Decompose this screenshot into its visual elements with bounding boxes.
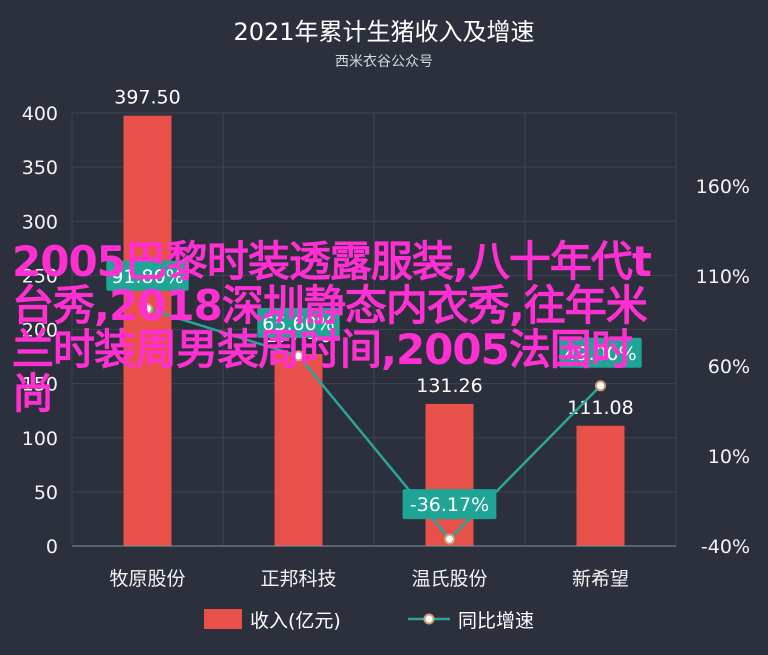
bar-value-label: 131.26	[416, 375, 482, 397]
y-tick-label: 350	[22, 157, 58, 179]
bar-3	[425, 403, 474, 546]
x-category-label: 牧原股份	[109, 568, 185, 590]
y-tick-label: 50	[34, 482, 58, 504]
bar-4	[576, 425, 625, 546]
growth-value-label: 65.60%	[262, 313, 334, 335]
growth-label-box	[257, 307, 340, 338]
legend-bar-swatch	[204, 609, 242, 629]
growth-label-box	[402, 489, 497, 520]
bar-1	[123, 115, 172, 547]
y2-tick-label: 110%	[696, 266, 750, 288]
x-category-label: 新希望	[572, 568, 629, 590]
line-series: 91.80% 65.60% -36.17% 49.00%	[106, 260, 642, 545]
bar-value-label: 397.50	[114, 87, 180, 109]
x-category-label: 正邦科技	[260, 568, 336, 590]
growth-label-box	[106, 260, 189, 291]
growth-label-box	[559, 337, 642, 368]
growth-value-label: 91.80%	[111, 266, 183, 288]
bar-2	[274, 353, 323, 546]
x-category-label: 温氏股份	[411, 568, 487, 590]
y-tick-label: 100	[22, 428, 58, 450]
y-tick-label: 300	[22, 211, 58, 233]
legend-line-marker	[423, 613, 435, 625]
growth-point	[293, 350, 304, 362]
y2-tick-label: 10%	[708, 446, 750, 468]
growth-value-label: -36.17%	[410, 494, 489, 516]
y-tick-label: 150	[22, 374, 58, 396]
chart-subtitle: 西米衣谷公众号	[335, 54, 433, 70]
legend-line-label: 同比增速	[458, 610, 534, 632]
y2-tick-label: 160%	[696, 176, 750, 198]
legend-bar-label: 收入(亿元)	[250, 610, 341, 632]
y-tick-label: 250	[22, 265, 58, 287]
legend: 收入(亿元) 同比增速	[204, 609, 534, 632]
axes: 0 50 100 150 200 250 300 350 400 -40% 10% 60% 110% 16…	[22, 103, 750, 590]
growth-point	[595, 380, 606, 392]
growth-point	[142, 303, 153, 315]
y-tick-label: 200	[22, 320, 58, 342]
overlay-text: 2005巴黎时装透露服装,八十年代t台秀,2018深圳静态内衣秀,往年米兰时装周…	[12, 237, 652, 418]
growth-point	[444, 533, 455, 545]
y2-tick-label: 60%	[708, 356, 750, 378]
growth-value-label: 49.00%	[564, 343, 636, 365]
growth-line	[147, 307, 602, 541]
chart-title: 2021年累计生猪收入及增速	[233, 18, 534, 46]
y-tick-label: 0	[46, 536, 58, 558]
y-tick-label: 400	[22, 103, 58, 125]
y2-tick-label: -40%	[701, 536, 750, 558]
